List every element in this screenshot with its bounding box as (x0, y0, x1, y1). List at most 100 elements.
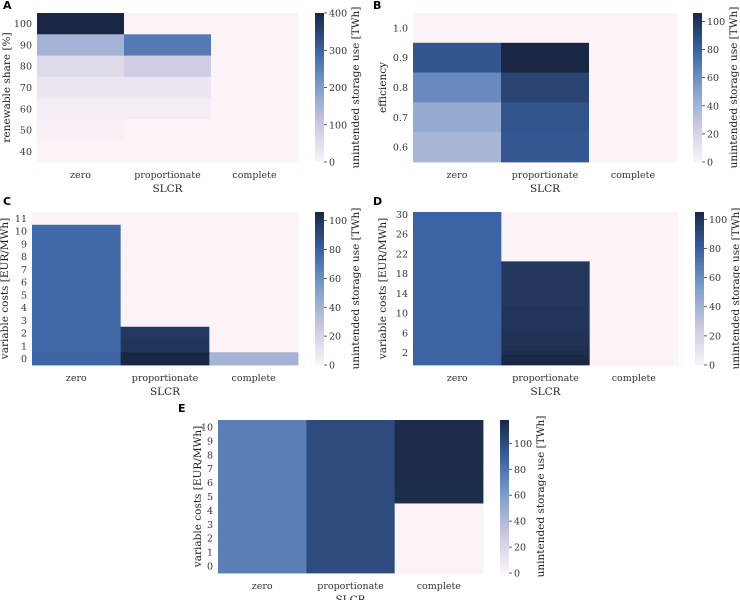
heatmap-cell (413, 295, 502, 302)
heatmap-cell (501, 276, 591, 282)
heatmap-cell (589, 251, 679, 257)
colorbar (315, 212, 324, 365)
heatmap-cell (120, 263, 210, 277)
y-tick-label: 9 (21, 239, 27, 250)
heatmap-cell (37, 34, 125, 56)
y-tick-label: 0 (207, 562, 213, 573)
heatmap-cell (589, 266, 679, 272)
colorbar-tick-label: 40 (707, 101, 719, 112)
x-tick-label: complete (232, 170, 277, 181)
heatmap-cell (124, 34, 212, 56)
heatmap-cell (120, 275, 210, 289)
heatmap-cell (501, 340, 591, 346)
y-tick-label: 0.9 (393, 53, 408, 64)
colorbar-tick-label: 80 (709, 244, 721, 255)
heatmap-cell (37, 76, 125, 99)
heatmap-cell (413, 13, 502, 44)
heatmap-cell (120, 314, 210, 328)
heatmap-cell (306, 531, 396, 546)
heatmap-cell (218, 503, 307, 518)
heatmap-cell (589, 340, 679, 346)
heatmap-cell (211, 119, 299, 142)
x-tick-label: zero (66, 373, 87, 384)
y-tick-label: 40 (20, 147, 32, 158)
y-tick-label: 1.0 (393, 23, 408, 34)
y-tick-label: 50 (20, 126, 32, 137)
heatmap-cell (32, 237, 122, 251)
heatmap-cell (413, 281, 502, 287)
heatmap-cell (501, 305, 591, 312)
y-tick-label: 9 (207, 436, 213, 447)
heatmap-cell (501, 13, 590, 44)
heatmap-cell (413, 350, 502, 356)
heatmap-cell (413, 286, 502, 292)
heatmap-cell (501, 246, 591, 252)
heatmap-cell (589, 350, 679, 356)
colorbar-tick-label: 100 (707, 17, 725, 28)
colorbar-tick-label: 100 (709, 215, 727, 226)
heatmap-cell (413, 266, 502, 272)
heatmap-cell (589, 13, 678, 44)
y-tick-label: 2 (21, 329, 27, 340)
heatmap-cell (413, 102, 502, 133)
heatmap-cell (218, 461, 307, 477)
heatmap-cell (306, 559, 396, 574)
y-tick-label: 0 (21, 354, 27, 365)
heatmap-cell (394, 489, 484, 504)
heatmap-cell (589, 102, 678, 133)
heatmap-cell (589, 221, 679, 228)
heatmap-cell (589, 72, 678, 103)
heatmap-cell (413, 330, 502, 336)
heatmap-cell (211, 98, 299, 120)
heatmap-cell (501, 236, 591, 243)
y-tick-label: 80 (20, 62, 32, 73)
heatmap-cell (120, 212, 210, 226)
colorbar-tick-label: 80 (514, 465, 526, 476)
heatmap-cell (306, 489, 396, 504)
y-tick-label: 10 (15, 227, 27, 238)
heatmap-cell (501, 295, 591, 302)
heatmap-cell (501, 221, 591, 228)
heatmap-cell (589, 300, 679, 307)
heatmap-cell (589, 286, 679, 292)
heatmap-cell (306, 447, 396, 463)
colorbar (693, 13, 702, 162)
y-tick-label: 14 (396, 289, 408, 300)
y-axis-label: variable costs [EUR/MWh] (377, 218, 389, 360)
x-tick-label: complete (611, 170, 656, 181)
heatmap-cell (37, 13, 125, 35)
y-axis-label: variable costs [EUR/MWh] (0, 218, 11, 360)
heatmap-cell (501, 251, 591, 257)
heatmap-cell (218, 531, 307, 546)
heatmap-cell (501, 281, 591, 287)
heatmap-cell (501, 261, 591, 267)
heatmap-cell (394, 531, 484, 546)
heatmap-cell (501, 300, 591, 307)
heatmap-cell (413, 246, 502, 252)
heatmap-cell (413, 132, 502, 163)
x-tick-label: proportionate (134, 170, 201, 181)
colorbar-tick-label: 100 (329, 120, 347, 131)
heatmap-cell (589, 320, 679, 326)
colorbar-tick-label: 200 (329, 83, 347, 94)
heatmap-cell (501, 350, 591, 356)
colorbar-tick-label: 80 (707, 45, 719, 56)
heatmap-cell (413, 256, 502, 262)
heatmap-cell (501, 256, 591, 262)
y-tick-label: 7 (21, 265, 27, 276)
y-tick-label: 5 (21, 290, 27, 301)
heatmap-cell (589, 241, 679, 247)
heatmap-cell (124, 98, 212, 120)
colorbar-label: unintended storage use [TWh] (730, 208, 740, 370)
heatmap-cell (589, 226, 679, 233)
heatmap-cell (218, 420, 307, 435)
y-axis-label: variable costs [EUR/MWh] (192, 426, 204, 568)
heatmap-cell (124, 55, 212, 78)
heatmap-cell (209, 301, 299, 315)
y-tick-label: 4 (207, 506, 213, 517)
heatmap-cell (501, 330, 591, 336)
x-axis-label: SLCR (335, 594, 366, 600)
heatmap-cell (209, 352, 299, 366)
heatmap-cell (413, 241, 502, 247)
y-tick-label: 5 (207, 492, 213, 503)
